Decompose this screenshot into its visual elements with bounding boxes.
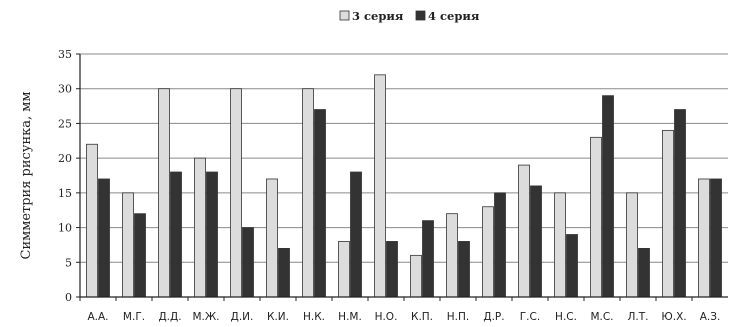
x-tick-label: Ю.Х. <box>661 311 686 323</box>
bar-series4 <box>134 213 146 298</box>
bar-series3 <box>266 178 278 298</box>
bar-series3 <box>554 192 566 298</box>
y-tick-label: 0 <box>65 291 72 304</box>
bar-series4 <box>458 241 470 298</box>
y-tick-label: 10 <box>58 222 72 235</box>
bar-series4 <box>422 220 434 298</box>
legend-label: 3 серия <box>352 9 404 23</box>
bar-series4 <box>98 178 110 298</box>
bar-series4 <box>242 227 254 298</box>
x-tick-label: М.С. <box>590 311 613 323</box>
y-tick-label: 20 <box>58 152 72 165</box>
bar-series4 <box>170 171 182 298</box>
legend: 3 серия 4 серия <box>339 9 480 23</box>
x-tick-label: А.З. <box>700 311 721 323</box>
bar-series3 <box>194 157 206 298</box>
bar-series3 <box>662 129 674 298</box>
bar-series4 <box>674 109 686 298</box>
bar-series4 <box>206 171 218 298</box>
bar-series4 <box>350 171 362 298</box>
bar-series3 <box>230 88 242 298</box>
bar-series4 <box>314 109 326 298</box>
y-tick-label: 35 <box>58 48 72 61</box>
x-tick-label: Д.Р. <box>483 311 504 323</box>
bar-series4 <box>494 192 506 298</box>
y-tick-label: 15 <box>58 187 72 200</box>
x-tick-label: А.А. <box>87 311 108 323</box>
legend-swatch <box>415 10 426 21</box>
bar-series3 <box>302 88 314 298</box>
axes: 0 5 10 15 20 25 30 35 А.А. М.Г. Д.Д. М.Ж. Д.И. К.И. Н.… <box>58 48 728 323</box>
x-tick-label: К.П. <box>411 311 433 323</box>
bar-series4 <box>278 247 290 298</box>
y-tick-label: 5 <box>65 256 72 269</box>
x-tick-label: К.И. <box>267 311 289 323</box>
y-tick-label: 25 <box>58 117 72 130</box>
bar-series4 <box>602 95 614 298</box>
legend-label: 4 серия <box>428 9 480 23</box>
x-tick-label: Н.О. <box>375 311 398 323</box>
x-tick-label: М.Ж. <box>192 311 219 323</box>
bar-series3 <box>446 213 458 298</box>
bar-series3 <box>590 136 602 298</box>
x-tick-label: Д.Д. <box>158 311 181 323</box>
x-tick-label: Д.И. <box>231 311 254 323</box>
bar-series4 <box>710 178 722 298</box>
y-tick-label: 30 <box>58 83 72 96</box>
x-tick-label: Н.К. <box>303 311 325 323</box>
bar-series3 <box>86 143 98 298</box>
bar-series3 <box>698 178 710 298</box>
bar-series4 <box>566 234 578 298</box>
x-tick-label: Л.Т. <box>628 311 649 323</box>
bar-series3 <box>158 88 170 298</box>
gridlines <box>80 53 728 298</box>
bar-series4 <box>530 185 542 298</box>
bar-series3 <box>374 74 386 298</box>
x-tick-label: Н.С. <box>555 311 577 323</box>
bar-series3 <box>122 192 134 298</box>
bar-series3 <box>626 192 638 298</box>
x-tick-label: М.Г. <box>123 311 145 323</box>
bar-series4 <box>386 241 398 298</box>
y-axis-label: Симметрия рисунка, мм <box>19 92 34 260</box>
bar-series3 <box>338 241 350 298</box>
bar-series3 <box>482 206 494 298</box>
x-tick-label: Н.М. <box>338 311 362 323</box>
bar-series3 <box>518 164 530 298</box>
bars <box>86 74 722 298</box>
x-tick-label: Г.С. <box>520 311 540 323</box>
x-tick-label: Н.П. <box>447 311 469 323</box>
legend-swatch <box>339 10 350 21</box>
bar-series3 <box>410 254 422 298</box>
bar-series4 <box>638 247 650 298</box>
